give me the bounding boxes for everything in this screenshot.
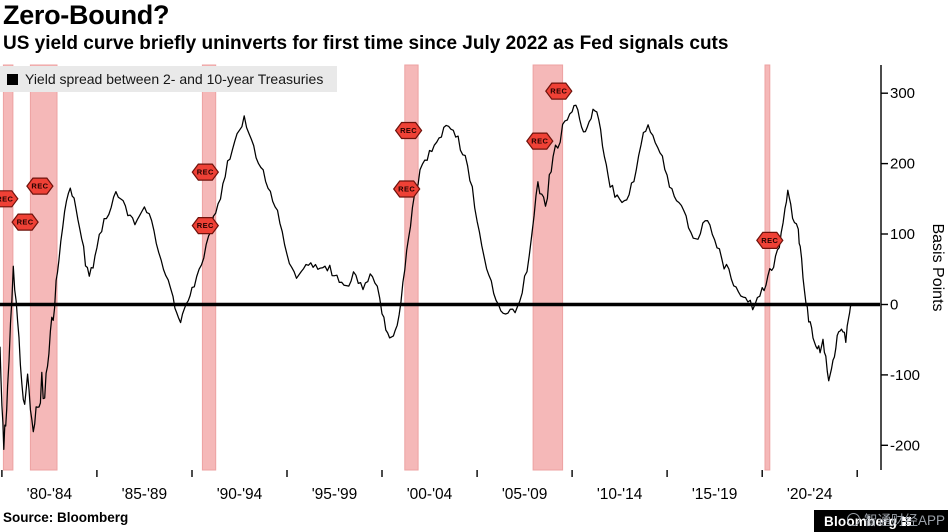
x-tick-label: '10-'14 xyxy=(597,486,643,503)
yield-spread-line xyxy=(0,104,853,451)
y-tick-label: 100 xyxy=(890,226,915,243)
recession-badge-label: REC xyxy=(550,87,567,96)
bloomberg-logo: Bloomberg xyxy=(824,513,898,529)
y-tick-label: -200 xyxy=(890,437,920,454)
recession-badge xyxy=(191,163,220,181)
x-tick-label: '20-'24 xyxy=(787,486,833,503)
recession-badge-label: REC xyxy=(398,185,415,194)
x-tick-label: '00-'04 xyxy=(407,486,453,503)
recession-band xyxy=(201,64,217,471)
recession-badge-label: REC xyxy=(31,182,48,191)
chart-subtitle: US yield curve briefly uninverts for fir… xyxy=(3,33,729,54)
y-axis-title: Basis Points xyxy=(929,223,946,311)
recession-badge-label: REC xyxy=(761,236,778,245)
recession-badge-label: REC xyxy=(197,221,214,230)
bloomberg-grid-icon xyxy=(902,516,912,526)
recession-badge xyxy=(526,132,554,150)
recession-band xyxy=(532,64,564,471)
y-tick-label: 0 xyxy=(890,297,898,314)
x-tick-label: '15-'19 xyxy=(692,486,738,503)
x-tick-label: '95-'99 xyxy=(312,486,358,503)
watermark-logo-icon xyxy=(846,512,860,526)
recession-band xyxy=(29,64,58,471)
recession-badge-label: REC xyxy=(0,194,13,203)
y-tick-label: 200 xyxy=(890,156,915,173)
recession-badge xyxy=(545,82,573,100)
recession-badge-label: REC xyxy=(531,137,548,146)
legend-swatch-icon xyxy=(7,73,18,85)
x-tick-label: '90-'94 xyxy=(217,486,263,503)
recession-band xyxy=(2,64,14,471)
recession-badge xyxy=(191,217,220,235)
chart-title: Zero-Bound? xyxy=(3,0,170,30)
recession-badge xyxy=(394,121,423,140)
y-tick-label: -100 xyxy=(890,367,920,384)
watermark-text: 智通财经APP xyxy=(863,513,945,528)
legend-label: Yield spread between 2- and 10-year Trea… xyxy=(25,71,324,87)
x-tick-label: '85-'89 xyxy=(122,486,168,503)
recession-badge-label: REC xyxy=(197,168,214,177)
recession-badge-label: REC xyxy=(17,218,34,227)
x-tick-label: '80-'84 xyxy=(27,486,73,503)
recession-badge xyxy=(11,213,39,231)
recession-band xyxy=(764,64,771,471)
recession-badge xyxy=(26,177,54,195)
x-tick-label: '05-'09 xyxy=(502,486,548,503)
source-label: Source: Bloomberg xyxy=(3,510,129,525)
watermark: 智通财经APP xyxy=(846,509,945,529)
y-tick-label: 300 xyxy=(890,85,915,102)
recession-badge-label: REC xyxy=(400,126,417,135)
recession-badge xyxy=(0,190,19,208)
recession-badge xyxy=(756,231,784,249)
legend: Yield spread between 2- and 10-year Trea… xyxy=(0,66,338,92)
recession-badge xyxy=(392,180,421,198)
